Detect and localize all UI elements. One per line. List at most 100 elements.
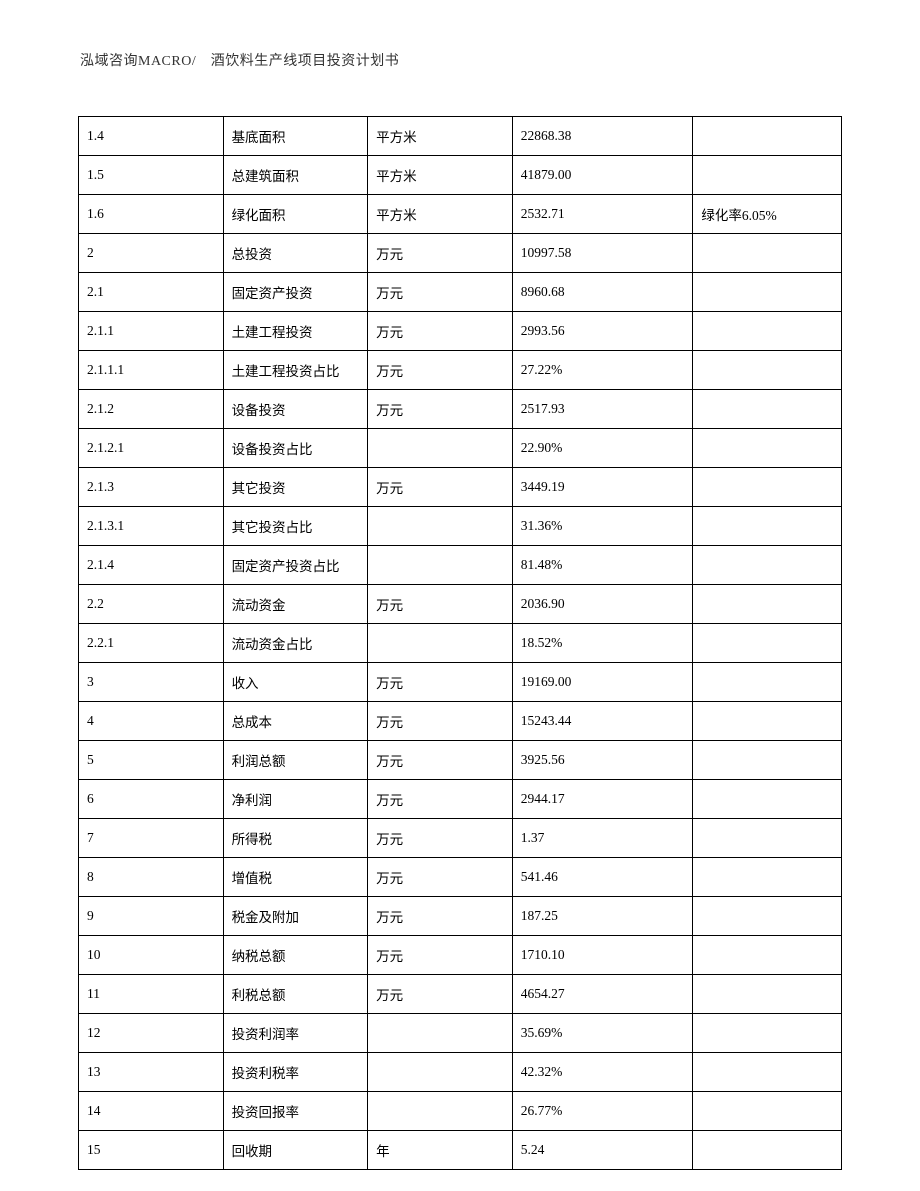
cell-name: 利税总额 bbox=[223, 975, 368, 1014]
cell-unit: 平方米 bbox=[368, 117, 513, 156]
cell-note bbox=[693, 585, 842, 624]
cell-value: 5.24 bbox=[512, 1131, 693, 1170]
table-row: 1.5总建筑面积平方米41879.00 bbox=[79, 156, 842, 195]
cell-note bbox=[693, 780, 842, 819]
cell-name: 收入 bbox=[223, 663, 368, 702]
table-row: 9税金及附加万元187.25 bbox=[79, 897, 842, 936]
cell-note bbox=[693, 546, 842, 585]
cell-note bbox=[693, 702, 842, 741]
cell-name: 流动资金 bbox=[223, 585, 368, 624]
cell-index: 9 bbox=[79, 897, 224, 936]
table-row: 5利润总额万元3925.56 bbox=[79, 741, 842, 780]
cell-unit: 万元 bbox=[368, 819, 513, 858]
cell-index: 11 bbox=[79, 975, 224, 1014]
cell-value: 541.46 bbox=[512, 858, 693, 897]
cell-index: 10 bbox=[79, 936, 224, 975]
cell-unit: 万元 bbox=[368, 936, 513, 975]
cell-value: 2532.71 bbox=[512, 195, 693, 234]
table-row: 8增值税万元541.46 bbox=[79, 858, 842, 897]
cell-value: 81.48% bbox=[512, 546, 693, 585]
cell-value: 187.25 bbox=[512, 897, 693, 936]
cell-note bbox=[693, 1092, 842, 1131]
cell-name: 其它投资占比 bbox=[223, 507, 368, 546]
cell-index: 4 bbox=[79, 702, 224, 741]
cell-unit: 万元 bbox=[368, 312, 513, 351]
cell-unit bbox=[368, 429, 513, 468]
cell-note bbox=[693, 273, 842, 312]
cell-unit: 万元 bbox=[368, 585, 513, 624]
cell-note bbox=[693, 1053, 842, 1092]
cell-value: 8960.68 bbox=[512, 273, 693, 312]
cell-name: 所得税 bbox=[223, 819, 368, 858]
table-row: 2.1.2.1设备投资占比22.90% bbox=[79, 429, 842, 468]
cell-name: 税金及附加 bbox=[223, 897, 368, 936]
cell-index: 2.1.1.1 bbox=[79, 351, 224, 390]
cell-index: 2.2 bbox=[79, 585, 224, 624]
cell-name: 投资利润率 bbox=[223, 1014, 368, 1053]
cell-note bbox=[693, 507, 842, 546]
table-row: 2.2流动资金万元2036.90 bbox=[79, 585, 842, 624]
cell-note bbox=[693, 390, 842, 429]
table-row: 6净利润万元2944.17 bbox=[79, 780, 842, 819]
cell-note bbox=[693, 624, 842, 663]
cell-note bbox=[693, 819, 842, 858]
table-row: 2.1.3.1其它投资占比31.36% bbox=[79, 507, 842, 546]
table-row: 14投资回报率26.77% bbox=[79, 1092, 842, 1131]
cell-value: 10997.58 bbox=[512, 234, 693, 273]
cell-index: 2.1.1 bbox=[79, 312, 224, 351]
page-header: 泓域咨询MACRO/ 酒饮料生产线项目投资计划书 bbox=[78, 50, 842, 70]
cell-note bbox=[693, 897, 842, 936]
cell-name: 净利润 bbox=[223, 780, 368, 819]
cell-name: 绿化面积 bbox=[223, 195, 368, 234]
table-row: 12投资利润率35.69% bbox=[79, 1014, 842, 1053]
cell-unit: 年 bbox=[368, 1131, 513, 1170]
table-row: 4总成本万元15243.44 bbox=[79, 702, 842, 741]
cell-value: 1.37 bbox=[512, 819, 693, 858]
cell-value: 19169.00 bbox=[512, 663, 693, 702]
cell-name: 基底面积 bbox=[223, 117, 368, 156]
cell-value: 41879.00 bbox=[512, 156, 693, 195]
cell-name: 总投资 bbox=[223, 234, 368, 273]
cell-name: 其它投资 bbox=[223, 468, 368, 507]
table-row: 3收入万元19169.00 bbox=[79, 663, 842, 702]
cell-note bbox=[693, 663, 842, 702]
document-page: 泓域咨询MACRO/ 酒饮料生产线项目投资计划书 1.4基底面积平方米22868… bbox=[0, 0, 920, 1191]
cell-name: 设备投资占比 bbox=[223, 429, 368, 468]
cell-index: 15 bbox=[79, 1131, 224, 1170]
cell-unit bbox=[368, 1053, 513, 1092]
cell-index: 2.1 bbox=[79, 273, 224, 312]
cell-value: 27.22% bbox=[512, 351, 693, 390]
cell-name: 利润总额 bbox=[223, 741, 368, 780]
table-body: 1.4基底面积平方米22868.38 1.5总建筑面积平方米41879.00 1… bbox=[79, 117, 842, 1170]
cell-value: 31.36% bbox=[512, 507, 693, 546]
cell-unit: 平方米 bbox=[368, 156, 513, 195]
cell-index: 2 bbox=[79, 234, 224, 273]
cell-unit: 万元 bbox=[368, 234, 513, 273]
cell-index: 6 bbox=[79, 780, 224, 819]
cell-index: 1.6 bbox=[79, 195, 224, 234]
cell-name: 纳税总额 bbox=[223, 936, 368, 975]
cell-name: 设备投资 bbox=[223, 390, 368, 429]
cell-name: 流动资金占比 bbox=[223, 624, 368, 663]
cell-note bbox=[693, 351, 842, 390]
cell-note bbox=[693, 156, 842, 195]
cell-note bbox=[693, 468, 842, 507]
cell-note bbox=[693, 858, 842, 897]
cell-name: 增值税 bbox=[223, 858, 368, 897]
table-row: 2.1.1.1土建工程投资占比万元27.22% bbox=[79, 351, 842, 390]
cell-value: 3925.56 bbox=[512, 741, 693, 780]
table-row: 7所得税万元1.37 bbox=[79, 819, 842, 858]
cell-value: 4654.27 bbox=[512, 975, 693, 1014]
cell-name: 回收期 bbox=[223, 1131, 368, 1170]
cell-note bbox=[693, 741, 842, 780]
cell-note bbox=[693, 1131, 842, 1170]
cell-value: 2517.93 bbox=[512, 390, 693, 429]
cell-unit: 万元 bbox=[368, 702, 513, 741]
cell-name: 固定资产投资 bbox=[223, 273, 368, 312]
cell-note bbox=[693, 117, 842, 156]
cell-note bbox=[693, 234, 842, 273]
table-row: 2.1.1土建工程投资万元2993.56 bbox=[79, 312, 842, 351]
cell-value: 2944.17 bbox=[512, 780, 693, 819]
table-row: 2.1.2设备投资万元2517.93 bbox=[79, 390, 842, 429]
table-row: 2.1.4固定资产投资占比81.48% bbox=[79, 546, 842, 585]
